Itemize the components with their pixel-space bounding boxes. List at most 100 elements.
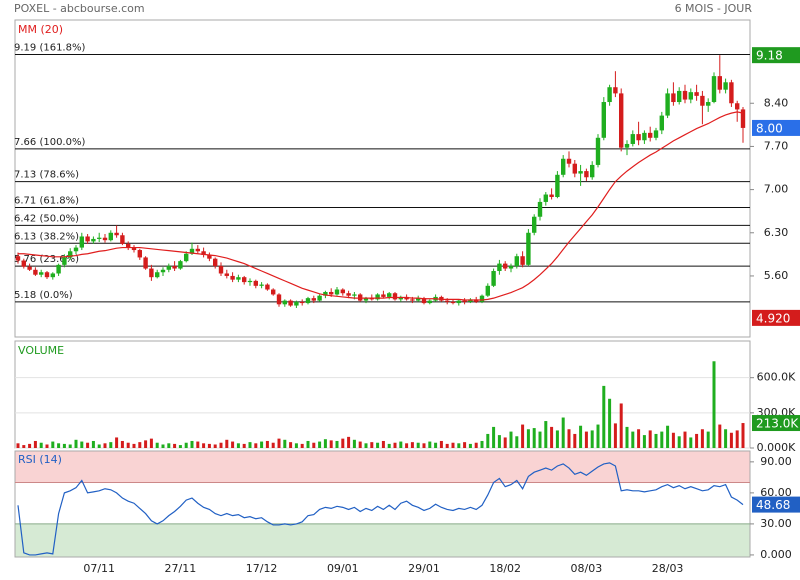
y-tick-label: 60.00 — [760, 486, 792, 499]
volume-bar — [22, 445, 26, 448]
volume-bar — [608, 398, 612, 448]
candle-body — [491, 271, 496, 286]
volume-bar — [741, 423, 745, 448]
candle-body — [479, 295, 485, 302]
volume-bar — [376, 442, 380, 448]
volume-bar — [178, 445, 182, 448]
volume-bar — [283, 439, 287, 448]
volume-bar — [463, 442, 467, 448]
candle-body — [520, 256, 525, 265]
candle-body — [276, 294, 282, 305]
volume-bar — [393, 442, 397, 448]
volume-bar — [399, 441, 403, 448]
volume-bar — [468, 443, 472, 448]
volume-bar — [492, 426, 496, 448]
volume-bar — [167, 443, 171, 448]
candle-body — [381, 294, 386, 297]
volume-bar — [648, 430, 652, 448]
candle-body — [247, 280, 253, 283]
candle-body — [21, 260, 26, 267]
volume-bar — [103, 443, 107, 448]
volume-bar — [474, 442, 478, 448]
candle-body — [369, 298, 374, 300]
y-tick-label: 90.00 — [760, 455, 792, 468]
volume-bar — [567, 429, 571, 448]
volume-bar — [74, 439, 78, 448]
volume-bar — [190, 440, 194, 448]
volume-bar — [358, 441, 362, 448]
candle-body — [271, 289, 276, 295]
candle-body — [375, 294, 380, 300]
candle-body — [126, 243, 131, 248]
candle-body — [648, 132, 653, 138]
volume-bar — [196, 441, 200, 448]
volume-bar — [387, 443, 391, 448]
y-tick-label: 5.60 — [764, 269, 789, 282]
volume-bar — [33, 440, 37, 448]
candle-body — [462, 300, 467, 302]
volume-bar — [561, 417, 565, 448]
candle-body — [456, 300, 461, 304]
volume-bar — [80, 441, 84, 448]
volume-bar — [428, 441, 432, 448]
y-tick-label: 6.30 — [764, 226, 789, 239]
candle-body — [160, 269, 166, 273]
candle-body — [50, 273, 55, 278]
volume-bar — [637, 429, 641, 448]
volume-bar — [68, 444, 72, 448]
candle-body — [421, 298, 427, 304]
candle-body — [717, 76, 722, 90]
candle-body — [706, 102, 711, 106]
candle-body — [91, 238, 96, 242]
volume-bar — [225, 439, 229, 448]
volume-bar — [445, 443, 449, 448]
candle-body — [671, 93, 676, 103]
volume-bar — [619, 403, 623, 448]
candle-body — [253, 280, 258, 286]
volume-bar — [677, 436, 681, 448]
candle-body — [642, 132, 647, 141]
x-tick-label: 27/11 — [165, 562, 197, 575]
volume-bar — [341, 438, 345, 448]
candle-body — [149, 268, 154, 278]
volume-bar — [323, 439, 327, 448]
candle-body — [288, 300, 293, 306]
volume-bar — [602, 385, 606, 448]
candle-body — [79, 236, 84, 248]
volume-bar — [451, 442, 455, 448]
candle-body — [549, 194, 554, 198]
indicator-label: MM (20) — [18, 23, 63, 36]
candle-body — [195, 248, 200, 252]
fib-label: 7.13 (78.6%) — [14, 170, 79, 181]
candle-body — [207, 254, 212, 259]
volume-bar — [457, 443, 461, 448]
volume-bar — [486, 433, 490, 448]
candle-body — [740, 109, 746, 128]
candle-body — [172, 266, 177, 269]
volume-bar — [28, 443, 32, 448]
volume-bar — [184, 442, 188, 448]
volume-bar — [573, 433, 577, 448]
candle-body — [300, 301, 305, 304]
candle-body — [131, 247, 137, 251]
volume-bar — [109, 442, 113, 448]
candle-body — [711, 76, 717, 103]
volume-bar — [434, 442, 438, 448]
candle-body — [311, 298, 316, 301]
volume-bar — [260, 441, 264, 448]
volume-bar — [422, 443, 426, 448]
candle-body — [44, 272, 50, 278]
volume-bar — [120, 440, 124, 448]
volume-bar — [161, 444, 165, 448]
candle-body — [439, 296, 444, 301]
candle-body — [363, 298, 369, 301]
candle-body — [584, 171, 589, 178]
candle-body — [398, 296, 403, 300]
candle-body — [218, 266, 224, 274]
candle-body — [242, 277, 247, 283]
candle-body — [497, 263, 502, 272]
volume-bar — [62, 443, 66, 448]
page-title: POXEL - abcbourse.com — [14, 2, 145, 15]
candle-body — [688, 92, 693, 100]
